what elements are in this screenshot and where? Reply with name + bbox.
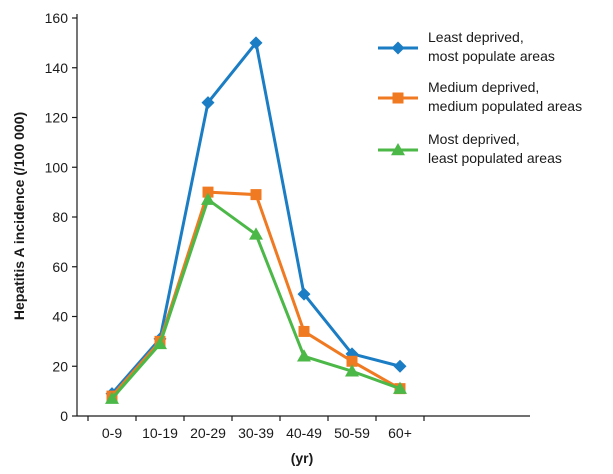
y-tick-label: 40	[52, 309, 68, 325]
legend-marker	[391, 41, 405, 55]
x-tick-label: 0-9	[102, 425, 122, 441]
data-point	[201, 192, 215, 205]
legend-item-2: Medium deprived, medium populated areas	[378, 79, 582, 114]
x-axis-title: (yr)	[291, 450, 314, 466]
data-point	[153, 336, 167, 350]
data-point	[202, 186, 214, 198]
data-point	[297, 287, 311, 301]
data-point	[346, 355, 358, 367]
series-3	[105, 192, 407, 404]
x-tick-label: 40-49	[286, 425, 322, 441]
data-point	[250, 189, 262, 201]
series-group	[105, 36, 407, 404]
data-point	[393, 381, 407, 394]
y-tick-label: 100	[45, 159, 69, 175]
legend-label: Most deprived,	[428, 131, 520, 147]
x-tick-label: 50-59	[334, 425, 370, 441]
x-tick-label: 20-29	[190, 425, 226, 441]
data-point	[393, 359, 407, 373]
data-point	[105, 391, 119, 404]
y-tick-label: 20	[52, 358, 68, 374]
data-point	[298, 325, 310, 337]
data-point	[201, 96, 215, 110]
y-tick-label: 0	[60, 408, 68, 424]
legend-label: medium populated areas	[428, 98, 582, 114]
y-tick-label: 60	[52, 259, 68, 275]
data-point	[249, 227, 263, 240]
x-tick-label: 10-19	[142, 425, 178, 441]
legend-label: least populated areas	[428, 150, 562, 166]
legend-item-1: Least deprived, most populate areas	[378, 29, 555, 64]
legend-marker	[391, 143, 405, 156]
x-tick-label: 60+	[388, 425, 412, 441]
legend-item-3: Most deprived, least populated areas	[378, 131, 562, 166]
x-tick-label: 30-39	[238, 425, 274, 441]
y-tick-label: 160	[45, 10, 69, 26]
legend-marker	[392, 92, 404, 104]
data-point	[345, 364, 359, 377]
legend: Least deprived, most populate areas Medium…	[378, 29, 582, 166]
y-tick-label: 120	[45, 110, 69, 126]
y-axis-title: Hepatitis A incidence (/100 000)	[11, 112, 27, 320]
data-point	[249, 36, 263, 50]
y-tick-label: 140	[45, 60, 69, 76]
legend-label: most populate areas	[428, 48, 555, 64]
axes: 0 20 40 60 80 100 120 140 160 0-9 10-19 20-29 30-39 4…	[45, 10, 530, 441]
data-point	[297, 349, 311, 362]
series-2	[106, 186, 406, 402]
y-tick-label: 80	[52, 209, 68, 225]
legend-label: Least deprived,	[428, 29, 524, 45]
legend-label: Medium deprived,	[428, 79, 539, 95]
series-1	[105, 36, 407, 401]
